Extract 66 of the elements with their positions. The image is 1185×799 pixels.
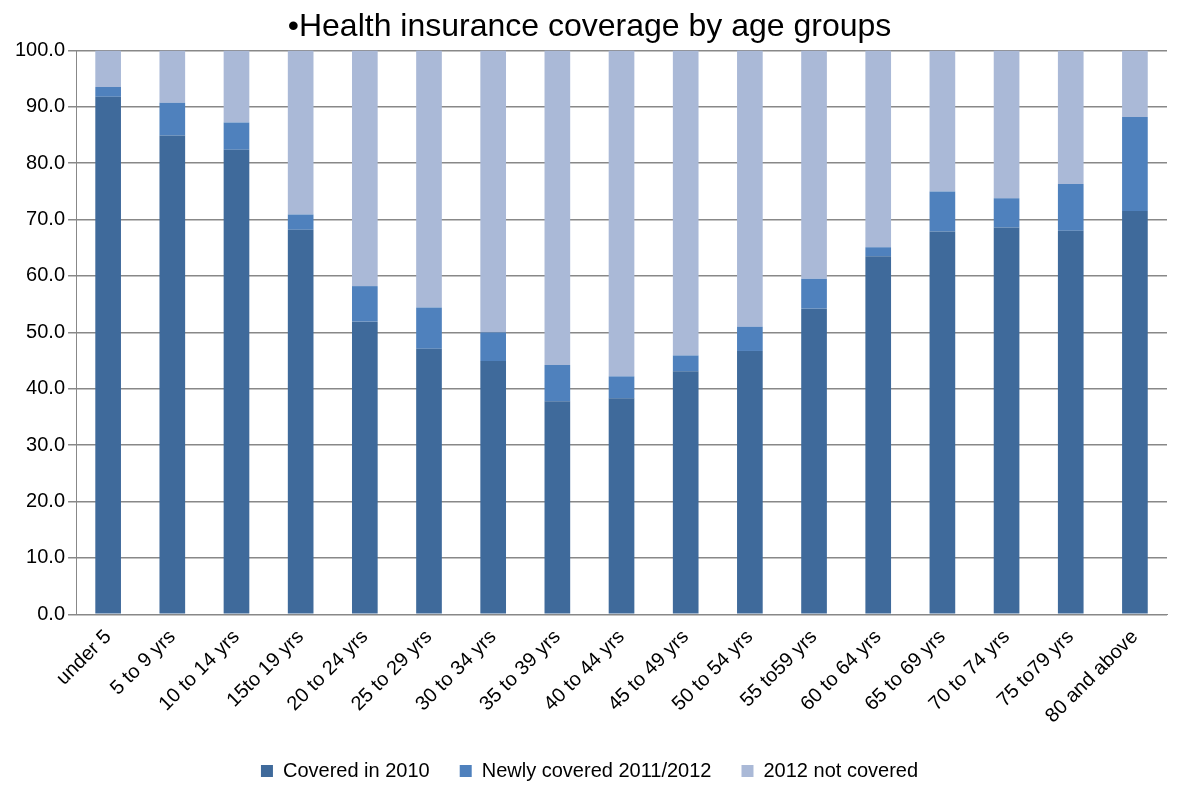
bar bbox=[223, 50, 250, 123]
bar bbox=[480, 50, 507, 333]
bar bbox=[801, 308, 827, 614]
y-tick-label: 10.0 bbox=[26, 545, 66, 568]
bar bbox=[416, 307, 442, 349]
bar bbox=[95, 87, 121, 97]
y-tick-label: 80.0 bbox=[26, 150, 66, 173]
y-tick-label: 90.0 bbox=[26, 94, 66, 117]
y-tick-label: 70.0 bbox=[26, 207, 66, 230]
bar bbox=[159, 50, 186, 103]
bar bbox=[352, 286, 378, 322]
bar bbox=[352, 321, 378, 614]
bar bbox=[608, 376, 635, 399]
legend-label: Covered in 2010 bbox=[282, 758, 430, 781]
bar bbox=[737, 50, 763, 327]
bar bbox=[95, 96, 121, 614]
bar bbox=[544, 50, 571, 366]
bar bbox=[737, 326, 763, 351]
bar bbox=[544, 365, 571, 402]
bar bbox=[865, 256, 892, 614]
bar bbox=[672, 50, 699, 356]
bar bbox=[608, 398, 635, 614]
bar bbox=[223, 122, 250, 150]
y-tick-label: 50.0 bbox=[26, 319, 66, 342]
bar bbox=[865, 50, 892, 248]
bar bbox=[544, 401, 571, 614]
bar bbox=[865, 247, 892, 257]
y-tick-label: 0.0 bbox=[37, 601, 66, 624]
bar bbox=[993, 227, 1020, 614]
y-tick-label: 30.0 bbox=[26, 432, 66, 455]
y-tick-label: 40.0 bbox=[26, 376, 66, 399]
bar bbox=[287, 214, 314, 230]
bar bbox=[672, 371, 699, 614]
bar bbox=[993, 50, 1020, 199]
bar bbox=[1057, 50, 1084, 185]
y-tick-label: 60.0 bbox=[26, 263, 66, 286]
legend-label: 2012 not covered bbox=[763, 758, 919, 781]
y-tick-label: 100.0 bbox=[14, 37, 66, 60]
bar bbox=[287, 50, 314, 215]
bar bbox=[480, 361, 507, 614]
bar bbox=[929, 231, 956, 614]
legend-label: Newly covered 2011/2012 bbox=[481, 758, 712, 781]
y-tick-label: 20.0 bbox=[26, 489, 66, 512]
bar bbox=[159, 135, 186, 614]
bar bbox=[223, 149, 250, 614]
bar bbox=[801, 278, 827, 309]
bar bbox=[1122, 211, 1148, 614]
bar bbox=[416, 348, 442, 614]
bar bbox=[159, 102, 186, 136]
bar bbox=[672, 355, 699, 372]
bar bbox=[416, 50, 442, 308]
bar bbox=[1057, 230, 1084, 614]
bar bbox=[1057, 184, 1084, 231]
bar bbox=[608, 50, 635, 377]
chart-title: •Health insurance coverage by age groups bbox=[287, 7, 892, 44]
bar bbox=[352, 50, 378, 287]
bar bbox=[287, 229, 314, 614]
bar bbox=[1122, 50, 1148, 117]
bar bbox=[480, 332, 507, 362]
bar bbox=[1122, 116, 1148, 212]
bar bbox=[95, 50, 121, 88]
bar bbox=[993, 198, 1020, 228]
bar bbox=[929, 50, 956, 192]
bar bbox=[801, 50, 827, 279]
bar bbox=[737, 350, 763, 614]
bar bbox=[929, 191, 956, 232]
